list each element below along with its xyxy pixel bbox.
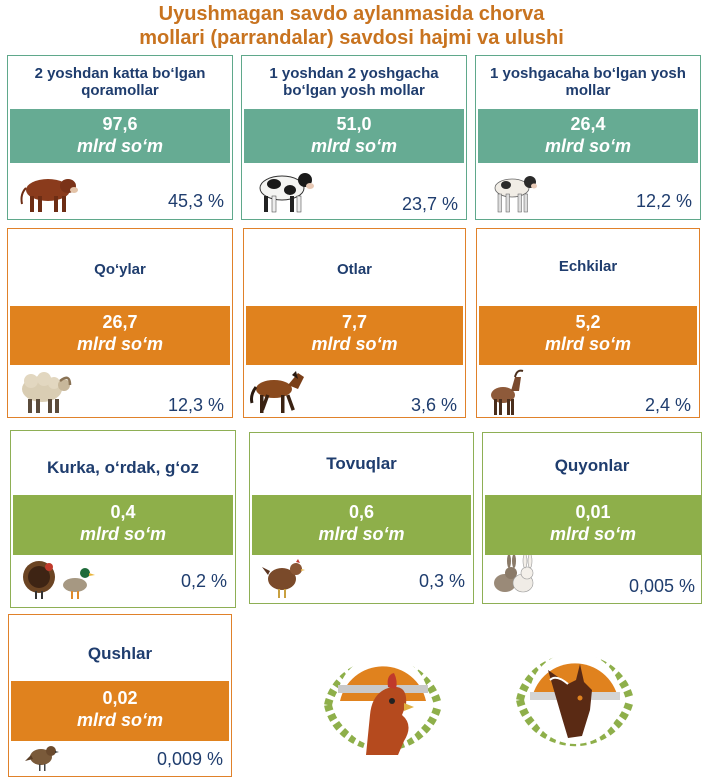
card-label: Qo‘ylar — [94, 260, 146, 278]
unit: mlrd so‘m — [76, 710, 164, 730]
value: 97,6 — [102, 114, 138, 134]
value-band: 26,4 mlrd so‘m — [478, 109, 698, 163]
share-value: 12,2 % — [635, 191, 692, 211]
unit: mlrd so‘m — [318, 524, 405, 544]
card-label: Tovuqlar — [326, 454, 397, 473]
unit: mlrd so‘m — [311, 334, 398, 354]
card-horses: Otlar 7,7 mlrd so‘m 3,6 % — [243, 228, 466, 418]
value-band: 0,02 mlrd so‘m — [11, 681, 229, 741]
share-value: 23,7 % — [401, 194, 458, 214]
chicken-icon — [262, 559, 305, 598]
turkey-duck-icon — [23, 561, 95, 599]
unit: mlrd so‘m — [549, 524, 637, 544]
card-birds: Qushlar 0,02 mlrd so‘m 0,009 % — [8, 614, 232, 777]
unit: mlrd so‘m — [310, 136, 398, 156]
share-value: 2,4 % — [644, 395, 691, 415]
card-young-cattle-0-1: 1 yoshgacaha bo‘lgan yosh mollar 26,4 ml… — [475, 55, 701, 220]
card-label: Qushlar — [87, 644, 153, 663]
share-value: 0,009 % — [156, 749, 223, 769]
value: 7,7 — [341, 312, 368, 332]
value: 0,01 — [575, 502, 611, 522]
value-band: 0,01 mlrd so‘m — [485, 495, 701, 555]
sheep-icon — [22, 372, 72, 413]
rooster-logo-icon — [324, 655, 442, 755]
card-label: Kurka, o‘rdak, g‘oz — [46, 458, 200, 477]
value-band: 0,6 mlrd so‘m — [252, 495, 471, 555]
value: 0,6 — [348, 502, 375, 522]
unit: mlrd so‘m — [76, 136, 164, 156]
value-band: 5,2 mlrd so‘m — [479, 306, 697, 365]
card-label: Quyonlar — [554, 456, 630, 475]
card-label: Otlar — [336, 260, 372, 278]
share-value: 3,6 % — [410, 395, 457, 415]
rabbit-icon — [494, 555, 534, 593]
unit: mlrd so‘m — [544, 136, 632, 156]
share-value: 0,005 % — [628, 576, 695, 596]
value: 0,4 — [110, 502, 136, 522]
value: 0,02 — [102, 688, 138, 708]
card-label: Echkilar — [558, 257, 618, 275]
share-value: 12,3 % — [167, 395, 224, 415]
share-value: 0,3 % — [418, 571, 465, 591]
share-value: 45,3 % — [167, 191, 224, 211]
value-band: 26,7 mlrd so‘m — [10, 306, 230, 365]
card-label: 1 yoshdan 2 yoshgacha bo‘lgan yosh molla… — [269, 65, 439, 99]
value-band: 97,6 mlrd so‘m — [10, 109, 230, 163]
value-band: 0,4 mlrd so‘m — [13, 495, 233, 555]
card-sheep: Qo‘ylar 26,7 mlrd so‘m 12,3 % — [7, 228, 233, 418]
value: 5,2 — [575, 312, 601, 332]
bull-icon — [20, 179, 78, 212]
card-rabbits: Quyonlar 0,01 mlrd so‘m 0,005 % — [482, 432, 702, 604]
unit: mlrd so‘m — [79, 524, 167, 544]
bull-logo-icon — [516, 652, 634, 747]
value-band: 7,7 mlrd so‘m — [246, 306, 463, 365]
card-young-cattle-1-2: 1 yoshdan 2 yoshgacha bo‘lgan yosh molla… — [241, 55, 467, 220]
share-value: 0,2 % — [180, 571, 227, 591]
value: 26,7 — [102, 312, 138, 332]
cow-icon — [259, 173, 314, 213]
value: 51,0 — [336, 114, 372, 134]
goat-icon — [491, 369, 524, 415]
sparrow-icon — [25, 746, 59, 771]
card-turkey-duck-goose: Kurka, o‘rdak, g‘oz 0,4 mlrd so‘m 0,2 % — [10, 430, 236, 608]
calf-icon — [494, 176, 537, 213]
card-goats: Echkilar 5,2 mlrd so‘m 2,4 % — [476, 228, 700, 418]
card-chickens: Tovuqlar 0,6 mlrd so‘m 0,3 % — [249, 432, 474, 604]
value: 26,4 — [570, 114, 606, 134]
card-label: 1 yoshgacaha bo‘lgan yosh mollar — [490, 65, 686, 99]
card-cattle: 2 yoshdan katta bo‘lgan qoramollar 97,6 … — [7, 55, 233, 220]
page-title: Uyushmagan savdo aylanmasida chorva moll… — [139, 3, 564, 49]
card-label: 2 yoshdan katta bo‘lgan qoramollar — [34, 65, 206, 99]
value-band: 51,0 mlrd so‘m — [244, 109, 464, 163]
unit: mlrd so‘m — [76, 334, 164, 354]
unit: mlrd so‘m — [544, 334, 632, 354]
horse-icon — [250, 371, 304, 413]
